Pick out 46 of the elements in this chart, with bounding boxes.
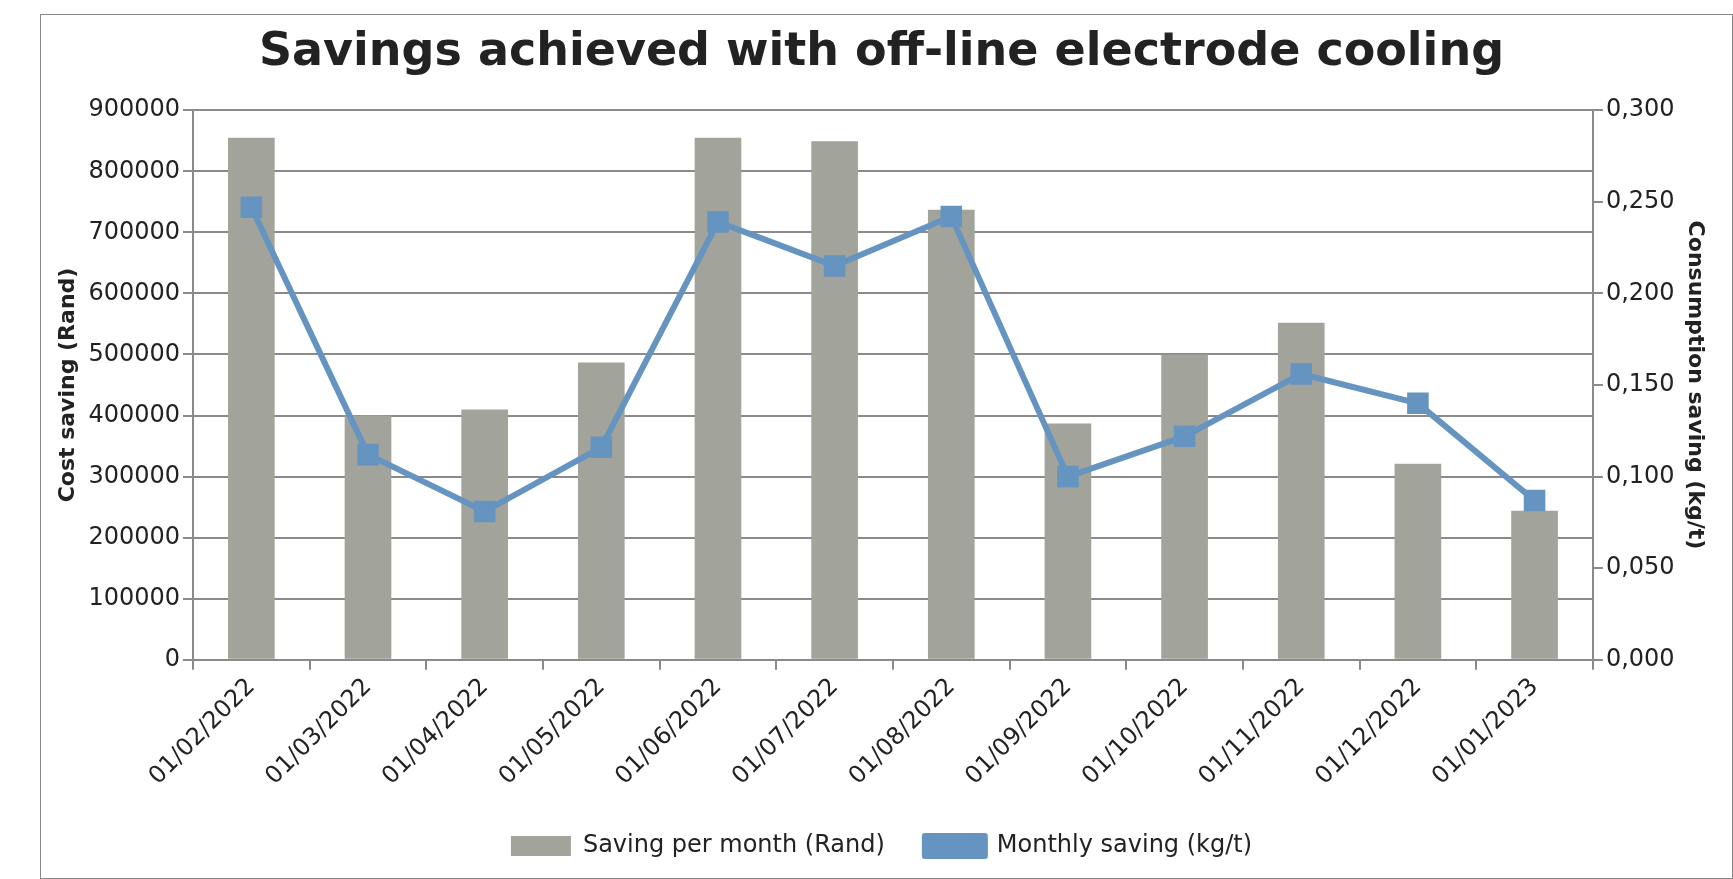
bar <box>1394 463 1442 659</box>
legend-label: Monthly saving (kg/t) <box>996 830 1253 859</box>
y2-tick-label: 0,050 <box>1605 552 1675 581</box>
bar <box>694 137 742 659</box>
y2-tick-label: 0,000 <box>1605 644 1675 673</box>
bar <box>1161 354 1208 659</box>
point <box>1173 425 1196 448</box>
y-tick-label: 900000 <box>88 94 181 123</box>
y2-tick-label: 0,200 <box>1605 277 1675 306</box>
y-tick-label: 200000 <box>88 521 181 550</box>
y-tick-label: 100000 <box>88 582 181 611</box>
bar <box>228 137 275 659</box>
y-tick-label: 300000 <box>88 460 181 489</box>
bar <box>1044 423 1092 659</box>
bar <box>577 362 625 659</box>
point <box>823 255 846 277</box>
point <box>1523 489 1546 512</box>
y-tick-label: 500000 <box>88 338 181 367</box>
y-tick-label: 400000 <box>88 399 181 428</box>
point <box>940 205 963 228</box>
bar <box>461 409 508 659</box>
y-tick-label: 600000 <box>88 277 181 306</box>
bar <box>1277 322 1325 659</box>
bar <box>927 209 975 659</box>
point <box>473 500 496 523</box>
point <box>590 436 613 459</box>
y-tick-label: 0 <box>164 644 181 673</box>
y2-tick-label: 0,300 <box>1605 94 1675 123</box>
bar <box>811 141 858 659</box>
y2-axis-title: Consumption saving (kg/t) <box>1684 220 1710 550</box>
point <box>1407 392 1429 415</box>
y-tick-label: 700000 <box>88 216 181 245</box>
chart-title: Savings achieved with off-line electrode cooling <box>258 21 1505 76</box>
point <box>240 196 263 219</box>
point <box>707 211 729 233</box>
y2-tick-label: 0,150 <box>1605 369 1675 398</box>
y-axis-title: Cost saving (Rand) <box>53 267 79 503</box>
legend-label: Saving per month (Rand) <box>582 830 885 859</box>
point <box>1057 465 1079 488</box>
y2-tick-label: 0,250 <box>1605 186 1675 215</box>
bar <box>1511 510 1558 659</box>
bar <box>344 415 392 659</box>
y-tick-label: 800000 <box>88 155 181 184</box>
y2-tick-label: 0,100 <box>1605 460 1675 489</box>
point <box>357 443 379 466</box>
point <box>1290 363 1313 385</box>
